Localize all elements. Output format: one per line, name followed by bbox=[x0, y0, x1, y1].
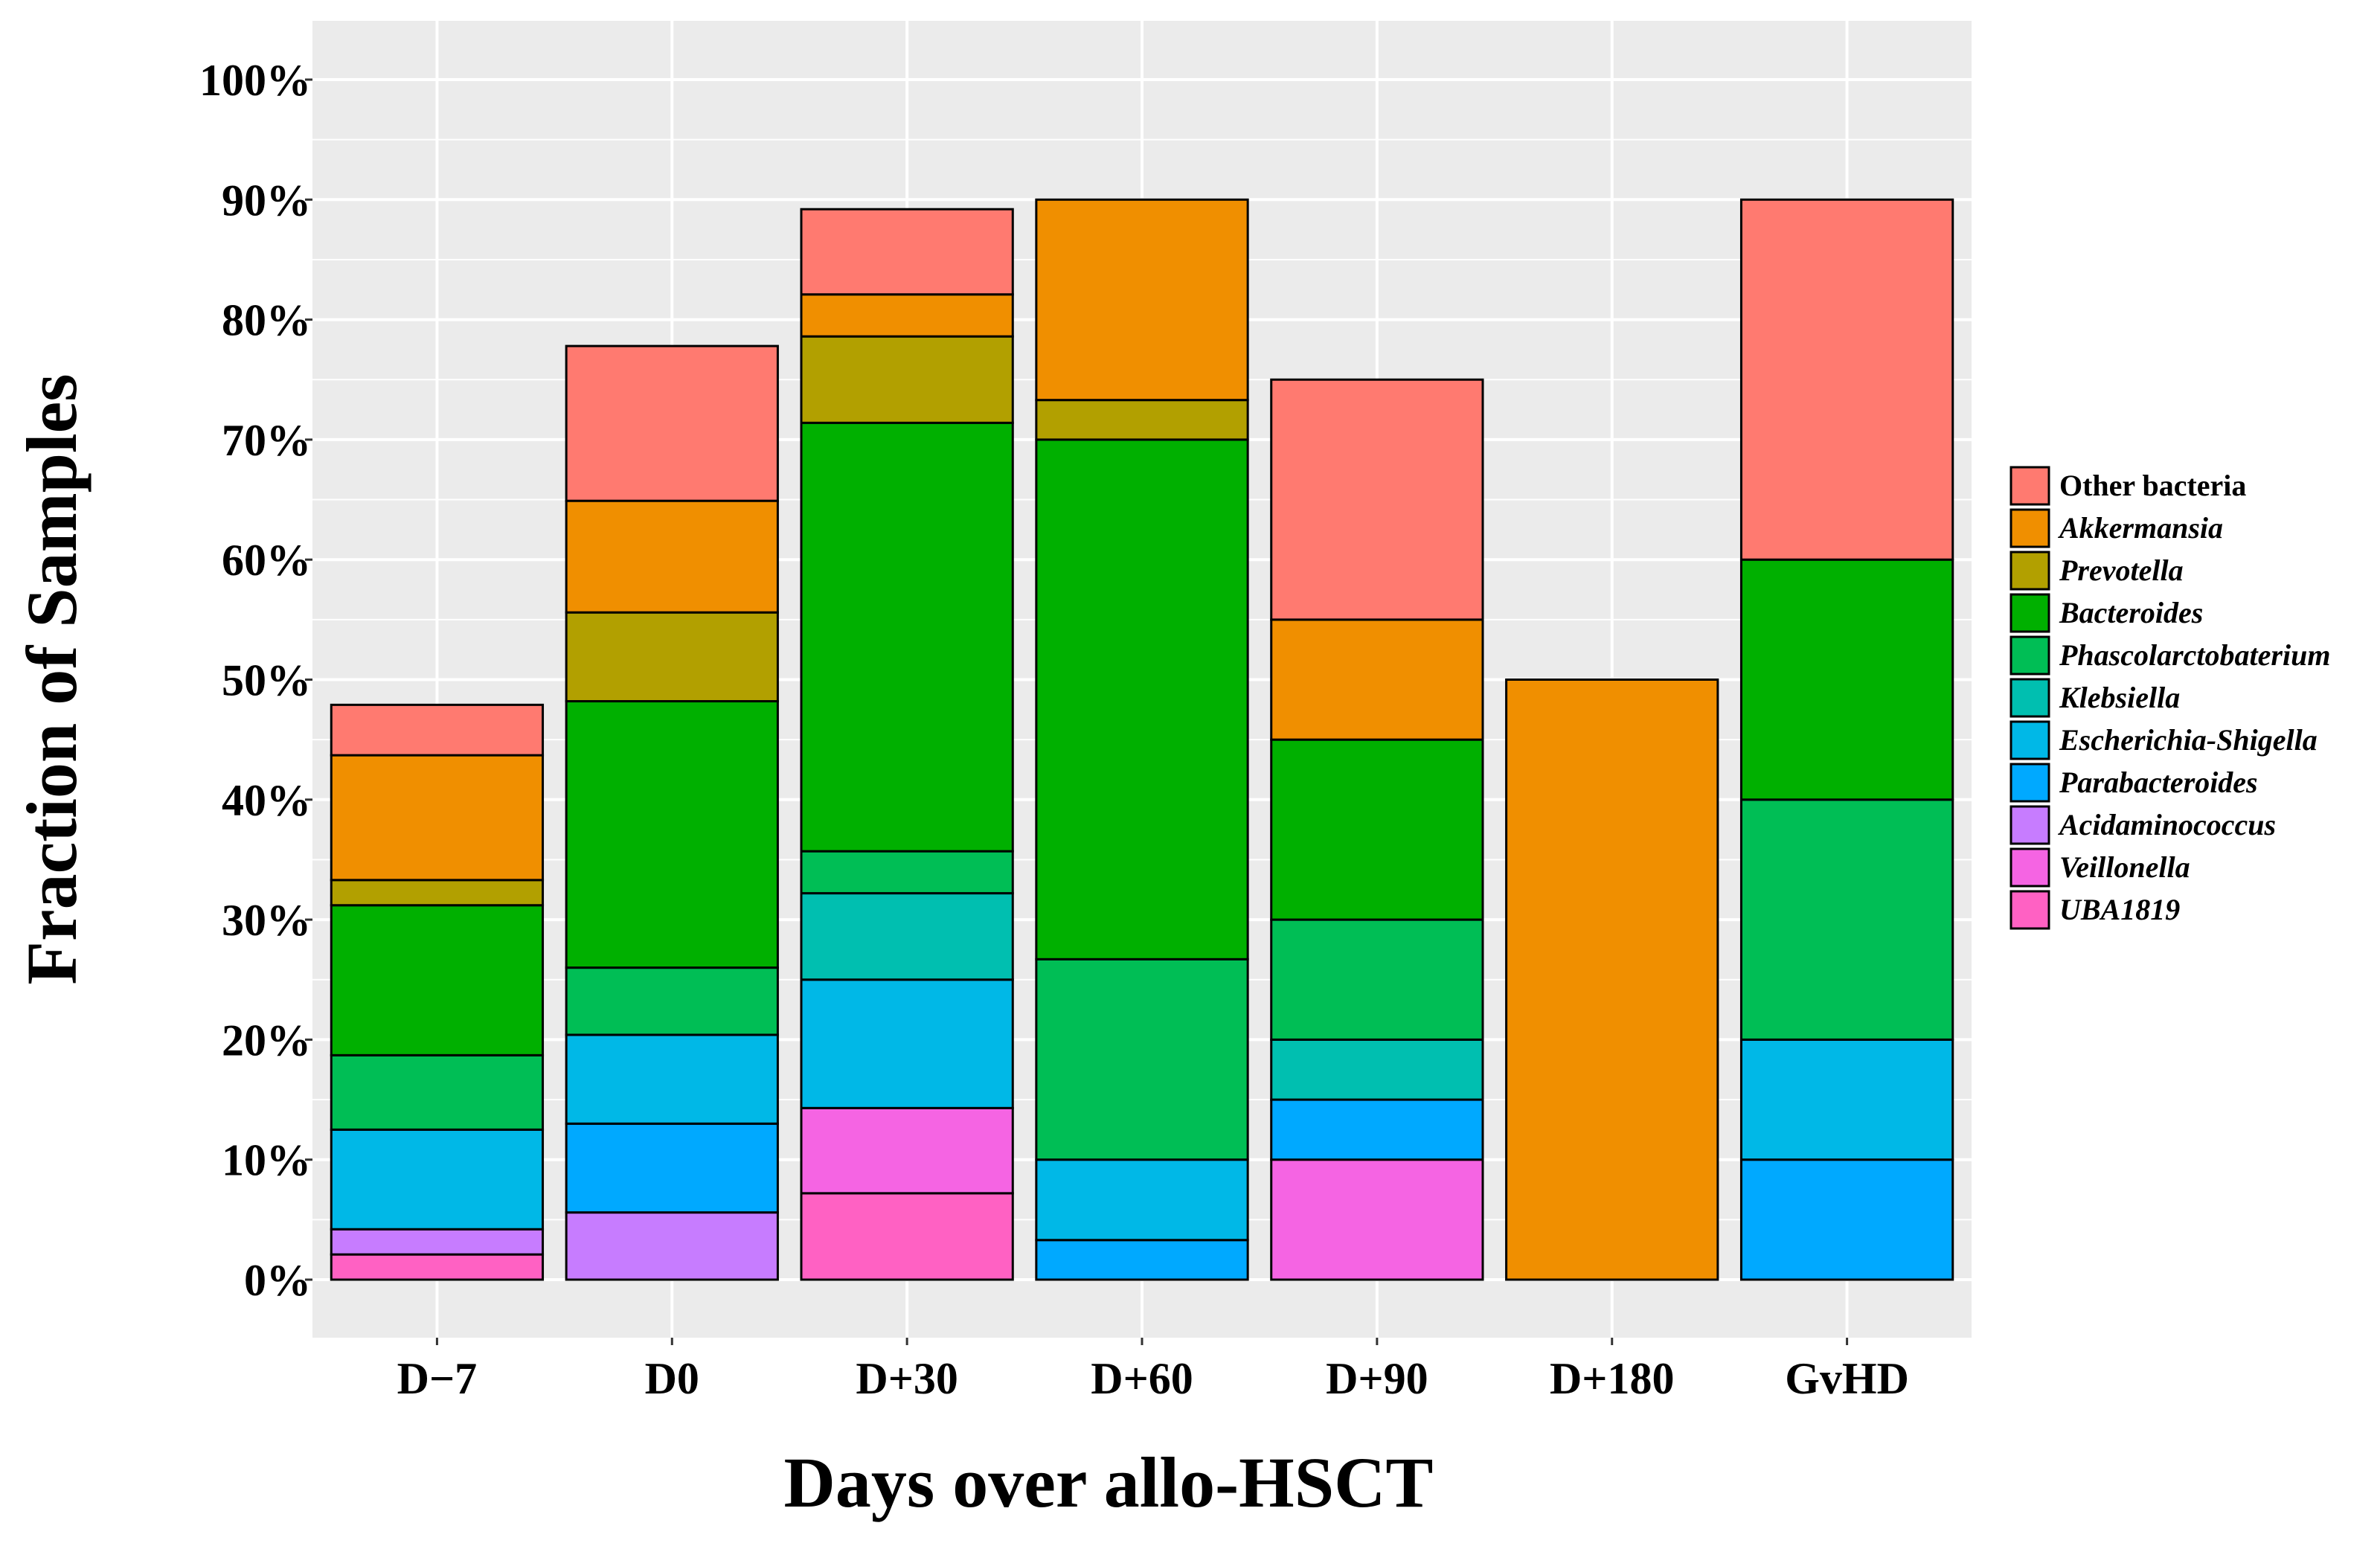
legend-label-bacteroides: Bacteroides bbox=[2059, 596, 2203, 629]
bar-segment-d-30-veillonella bbox=[800, 1106, 1014, 1195]
legend-swatch-parabacteroides bbox=[2009, 763, 2050, 803]
bar-segment-d-7-acidaminococcus bbox=[330, 1228, 545, 1256]
bar-segment-d0-prevotella bbox=[565, 611, 779, 703]
y-tick-label: 10% bbox=[222, 1136, 311, 1185]
legend-label-phascolarctobaterium: Phascolarctobaterium bbox=[2059, 638, 2330, 672]
legend-swatch-klebsiella bbox=[2009, 678, 2050, 718]
x-tick-label: D−7 bbox=[397, 1354, 478, 1403]
bar-segment-d-30-akkermansia bbox=[800, 293, 1014, 338]
bar-segment-d-60-escherichia-shigella bbox=[1035, 1158, 1249, 1242]
bar-segment-d0-other-bacteria bbox=[565, 344, 779, 502]
legend-swatch-veillonella bbox=[2009, 847, 2050, 888]
bar-segment-gvhd-other-bacteria bbox=[1739, 198, 1954, 561]
bar-segment-d-30-phascolarctobaterium bbox=[800, 850, 1014, 895]
bar-segment-d-30-bacteroides bbox=[800, 421, 1014, 853]
y-tick-label: 30% bbox=[222, 896, 311, 945]
bar-segment-d0-phascolarctobaterium bbox=[565, 966, 779, 1036]
bar-segment-d-60-parabacteroides bbox=[1035, 1239, 1249, 1281]
bar-segment-d-60-bacteroides bbox=[1035, 438, 1249, 960]
legend-swatch-phascolarctobaterium bbox=[2009, 635, 2050, 676]
bar-segment-gvhd-escherichia-shigella bbox=[1739, 1038, 1954, 1161]
x-tick-label: GvHD bbox=[1785, 1354, 1909, 1403]
bar-segment-d-60-phascolarctobaterium bbox=[1035, 958, 1249, 1161]
legend-label-akkermansia: Akkermansia bbox=[2057, 511, 2223, 545]
legend-label-prevotella: Prevotella bbox=[2059, 554, 2184, 587]
y-tick-label: 40% bbox=[222, 776, 311, 825]
bar-segment-d-90-parabacteroides bbox=[1270, 1098, 1484, 1161]
bar-segment-d0-acidaminococcus bbox=[565, 1211, 779, 1281]
bar-segment-d-90-klebsiella bbox=[1270, 1038, 1484, 1101]
legend-swatch-bacteroides bbox=[2009, 593, 2050, 633]
legend-label-klebsiella: Klebsiella bbox=[2059, 681, 2180, 714]
legend-swatch-other-bacteria bbox=[2009, 466, 2050, 506]
bars bbox=[330, 198, 1954, 1281]
bar-segment-d0-parabacteroides bbox=[565, 1122, 779, 1214]
x-tick-label: D+90 bbox=[1326, 1354, 1428, 1403]
bar-segment-d-7-bacteroides bbox=[330, 904, 545, 1056]
bar-segment-d-90-akkermansia bbox=[1270, 618, 1484, 741]
bar-segment-d-7-phascolarctobaterium bbox=[330, 1053, 545, 1131]
legend-label-escherichia-shigella: Escherichia-Shigella bbox=[2059, 723, 2318, 757]
legend: Other bacteria Akkermansia Prevotella Bacte… bbox=[2009, 466, 2330, 930]
bar-segment-d-90-other-bacteria bbox=[1270, 378, 1484, 621]
bar-segment-d0-bacteroides bbox=[565, 700, 779, 969]
legend-label-parabacteroides: Parabacteroides bbox=[2059, 766, 2258, 799]
bar-segment-d-30-other-bacteria bbox=[800, 208, 1014, 296]
bar-segment-d-90-veillonella bbox=[1270, 1158, 1484, 1281]
y-tick-label: 60% bbox=[222, 536, 311, 585]
y-tick-label: 80% bbox=[222, 296, 311, 345]
legend-swatch-uba1819 bbox=[2009, 890, 2050, 930]
bar-segment-d-90-bacteroides bbox=[1270, 738, 1484, 921]
bar-segment-gvhd-parabacteroides bbox=[1739, 1158, 1954, 1281]
x-tick-label: D+30 bbox=[856, 1354, 958, 1403]
bar-segment-d0-akkermansia bbox=[565, 499, 779, 614]
bar-segment-d-30-klebsiella bbox=[800, 892, 1014, 981]
legend-label-other-bacteria: Other bacteria bbox=[2059, 469, 2246, 502]
bar-segment-d-7-prevotella bbox=[330, 879, 545, 907]
y-tick-label: 100% bbox=[199, 56, 311, 105]
bar-segment-d-7-akkermansia bbox=[330, 754, 545, 882]
legend-label-veillonella: Veillonella bbox=[2059, 850, 2190, 884]
bar-segment-d-7-escherichia-shigella bbox=[330, 1128, 545, 1231]
x-axis-title: Days over allo-HSCT bbox=[784, 1443, 1434, 1522]
bar-segment-d-30-prevotella bbox=[800, 335, 1014, 424]
legend-swatch-escherichia-shigella bbox=[2009, 720, 2050, 760]
x-tick-label: D0 bbox=[645, 1354, 699, 1403]
bar-segment-d-60-prevotella bbox=[1035, 399, 1249, 441]
bar-segment-d-60-akkermansia bbox=[1035, 198, 1249, 402]
legend-swatch-akkermansia bbox=[2009, 508, 2050, 548]
y-tick-label: 20% bbox=[222, 1016, 311, 1065]
y-axis: 0% 10% 20% 30% 40% 50% 60% 70% 80% 90% 100% bbox=[199, 56, 312, 1305]
x-tick-label: D+60 bbox=[1091, 1354, 1193, 1403]
bar-segment-d-7-other-bacteria bbox=[330, 703, 545, 757]
bar-segment-gvhd-phascolarctobaterium bbox=[1739, 798, 1954, 1041]
bar-segment-d-180-akkermansia bbox=[1505, 679, 1719, 1281]
bar-segment-d0-escherichia-shigella bbox=[565, 1033, 779, 1125]
legend-label-uba1819: UBA1819 bbox=[2059, 893, 2180, 926]
y-tick-label: 90% bbox=[222, 176, 311, 225]
bar-segment-d-30-uba1819 bbox=[800, 1192, 1014, 1281]
legend-label-acidaminococcus: Acidaminococcus bbox=[2057, 808, 2276, 841]
legend-swatch-prevotella bbox=[2009, 551, 2050, 591]
y-axis-title: Fraction of Samples bbox=[12, 373, 92, 984]
y-tick-label: 70% bbox=[222, 416, 311, 465]
bar-segment-gvhd-bacteroides bbox=[1739, 558, 1954, 801]
y-tick-label: 50% bbox=[222, 656, 311, 705]
x-tick-label: D+180 bbox=[1550, 1354, 1675, 1403]
bar-segment-d-30-escherichia-shigella bbox=[800, 978, 1014, 1109]
bar-segment-d-90-phascolarctobaterium bbox=[1270, 918, 1484, 1041]
y-tick-label: 0% bbox=[244, 1256, 311, 1305]
legend-swatch-acidaminococcus bbox=[2009, 805, 2050, 845]
x-axis: D−7 D0 D+30 D+60 D+90 D+180 GvHD bbox=[397, 1338, 1909, 1403]
bar-segment-d-7-uba1819 bbox=[330, 1253, 545, 1281]
